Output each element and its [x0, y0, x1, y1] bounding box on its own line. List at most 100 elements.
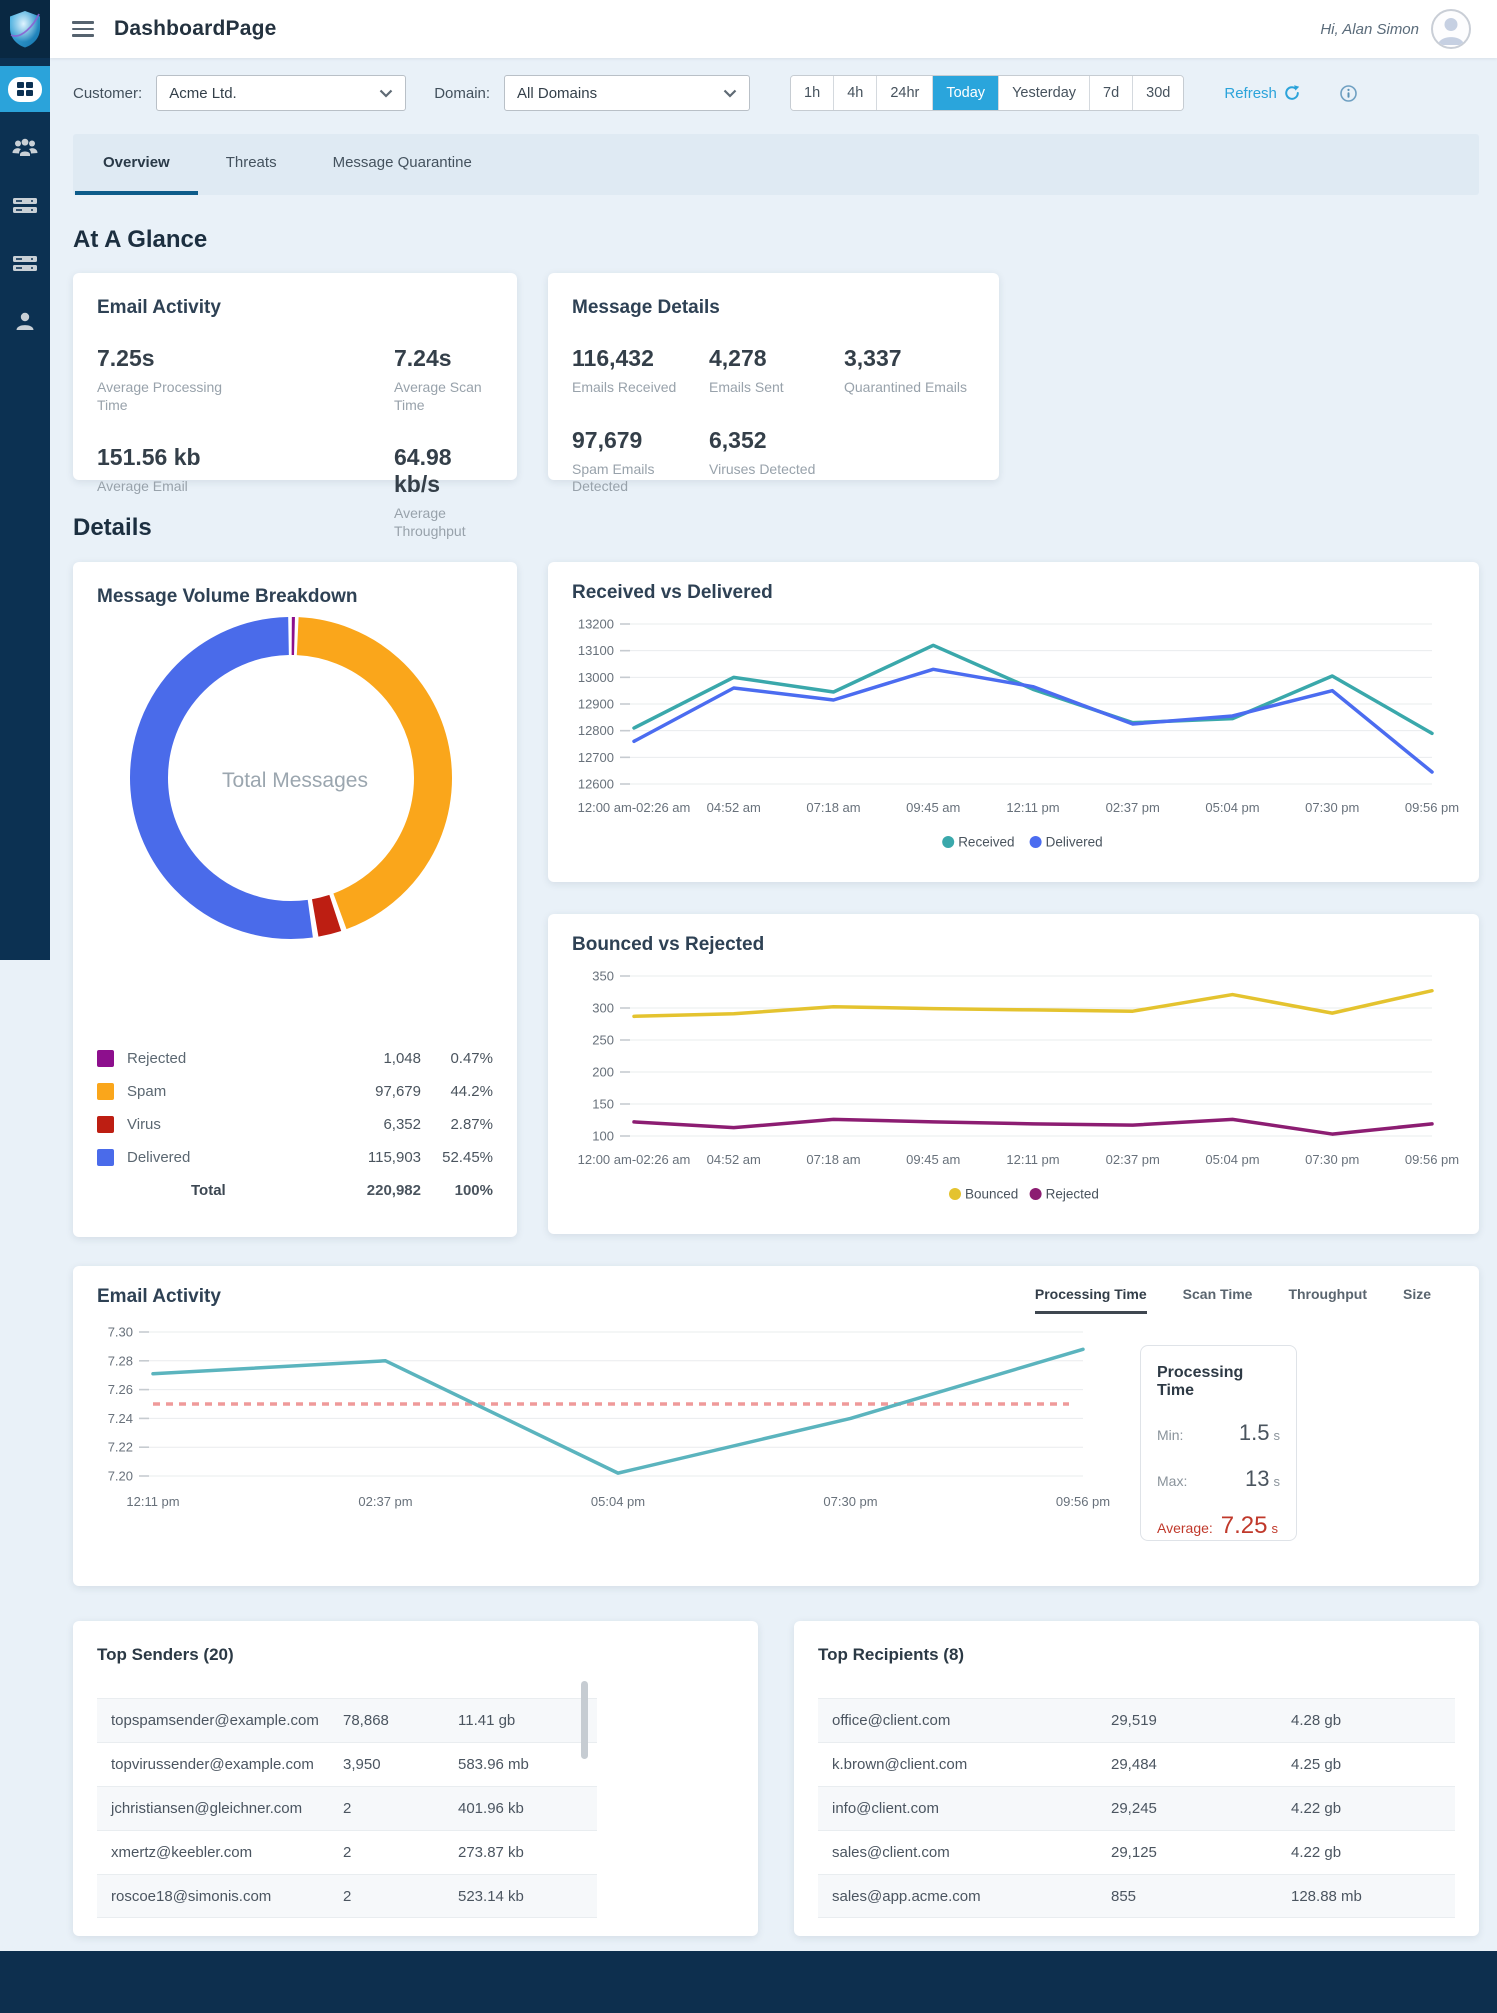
card-title: Message Details	[572, 297, 720, 318]
top-senders-table: topspamsender@example.com 78,868 11.41 gb …	[97, 1698, 597, 1918]
svg-text:Delivered: Delivered	[1046, 835, 1103, 850]
svg-text:12:00 am-02:26 am: 12:00 am-02:26 am	[578, 800, 691, 815]
range-24hr[interactable]: 24hr	[877, 76, 934, 110]
filter-bar: Customer: Acme Ltd. Domain: All Domains …	[73, 58, 1479, 128]
sidebar-item-data-two[interactable]	[0, 240, 50, 286]
svg-text:05:04 pm: 05:04 pm	[1205, 800, 1259, 815]
top-bar: DashboardPage Hi, Alan Simon	[50, 0, 1497, 58]
message-volume-card: Message Volume Breakdown Total Messages …	[73, 562, 517, 1237]
bounced-vs-rejected-card: Bounced vs Rejected 350 300 250 200 150 100 12…	[548, 914, 1479, 1234]
tab-message-quarantine[interactable]: Message Quarantine	[332, 154, 472, 171]
legend-row-rejected: Rejected 1,048 0.47%	[97, 1042, 493, 1075]
card-title: Top Recipients (8)	[818, 1645, 965, 1664]
legend-row-spam: Spam 97,679 44.2%	[97, 1075, 493, 1108]
footer-bar	[0, 1951, 1497, 2013]
top-senders-card: Top Senders (20) topspamsender@example.c…	[73, 1621, 758, 1936]
card-title: Bounced vs Rejected	[572, 934, 765, 955]
range-yesterday[interactable]: Yesterday	[999, 76, 1091, 110]
email-activity-chart-card: Email Activity Processing Time Scan Time…	[73, 1266, 1479, 1586]
user-greeting: Hi, Alan Simon	[1320, 20, 1419, 38]
table-row: sales@client.com 29,125 4.22 gb	[818, 1830, 1455, 1874]
range-1h[interactable]: 1h	[791, 76, 835, 110]
svg-text:350: 350	[592, 969, 614, 984]
customer-select[interactable]: Acme Ltd.	[156, 75, 407, 111]
refresh-button[interactable]: Refresh	[1224, 85, 1300, 102]
svg-text:Received: Received	[958, 835, 1014, 850]
processing-time-chart: 7.30 7.28 7.26 7.24 7.22 7.20 12:11 pm 02:37 pm…	[108, 1325, 1110, 1510]
domain-label: Domain:	[434, 84, 491, 102]
metric-avg-throughput: 64.98 kb/s Average Throughput	[394, 444, 466, 539]
svg-text:07:30 pm: 07:30 pm	[1305, 1152, 1359, 1167]
refresh-icon	[1285, 85, 1300, 100]
metric-spam-detected: 97,679 Spam Emails Detected	[572, 426, 655, 495]
domain-select[interactable]: All Domains	[504, 75, 751, 111]
range-7d[interactable]: 7d	[1090, 76, 1134, 110]
sidebar-item-account[interactable]	[0, 298, 50, 344]
shield-logo-icon	[10, 11, 40, 48]
user-account-icon	[16, 312, 34, 330]
svg-text:7.28: 7.28	[108, 1353, 133, 1368]
svg-text:05:04 pm: 05:04 pm	[1205, 1152, 1259, 1167]
tab-overview[interactable]: Overview	[75, 134, 198, 195]
hamburger-menu-icon[interactable]	[72, 17, 94, 41]
top-recipients-table: office@client.com 29,519 4.28 gb k.brown@c…	[818, 1698, 1455, 1918]
legend-row-virus: Virus 6,352 2.87%	[97, 1108, 493, 1141]
svg-text:12:11 pm: 12:11 pm	[1006, 800, 1059, 815]
sidebar-item-users[interactable]	[0, 124, 50, 170]
info-icon[interactable]	[1340, 84, 1357, 102]
dashboard-grid-icon	[8, 76, 42, 102]
svg-text:12900: 12900	[578, 697, 614, 712]
time-range-group: 1h 4h 24hr Today Yesterday 7d 30d	[790, 75, 1185, 111]
legend-row-total: Total 220,982 100%	[191, 1182, 493, 1199]
range-today[interactable]: Today	[933, 76, 1000, 110]
table-row: office@client.com 29,519 4.28 gb	[818, 1698, 1455, 1742]
svg-text:13100: 13100	[578, 643, 614, 658]
details-heading: Details	[73, 514, 152, 541]
svg-text:13000: 13000	[578, 670, 614, 685]
svg-text:12600: 12600	[578, 777, 614, 792]
sidebar	[0, 0, 50, 960]
top-recipients-card: Top Recipients (8) office@client.com 29,5…	[794, 1621, 1479, 1936]
received-vs-delivered-chart: 13200 13100 13000 12900 12800 12700 12600 12:00…	[578, 617, 1459, 850]
metric-emails-sent: 4,278 Emails Sent	[709, 345, 784, 395]
svg-text:200: 200	[592, 1065, 614, 1080]
app-logo[interactable]	[0, 0, 50, 58]
table-row: sales@app.acme.com 855 128.88 mb	[818, 1874, 1455, 1918]
svg-text:02:37 pm: 02:37 pm	[1106, 1152, 1160, 1167]
table-row: topspamsender@example.com 78,868 11.41 gb	[97, 1698, 597, 1742]
svg-text:07:18 am: 07:18 am	[806, 800, 860, 815]
svg-text:04:52 am: 04:52 am	[707, 1152, 761, 1167]
range-4h[interactable]: 4h	[834, 76, 878, 110]
glance-heading: At A Glance	[73, 226, 208, 253]
chevron-down-icon	[723, 89, 737, 98]
users-group-icon	[12, 138, 38, 156]
svg-text:250: 250	[592, 1033, 614, 1048]
svg-text:05:04 pm: 05:04 pm	[591, 1494, 645, 1509]
svg-text:100: 100	[592, 1129, 614, 1144]
range-30d[interactable]: 30d	[1133, 76, 1184, 110]
svg-text:12:11 pm: 12:11 pm	[126, 1494, 179, 1509]
table-row: info@client.com 29,245 4.22 gb	[818, 1786, 1455, 1830]
senders-scrollbar[interactable]	[581, 1681, 588, 1759]
tab-scan-time[interactable]: Scan Time	[1182, 1286, 1253, 1302]
svg-text:300: 300	[592, 1001, 614, 1016]
page-title: DashboardPage	[114, 17, 277, 40]
email-chart-tabs: Processing Time Scan Time Throughput Siz…	[1034, 1286, 1455, 1314]
data-list-icon	[13, 255, 37, 271]
metric-quarantined-emails: 3,337 Quarantined Emails	[844, 345, 967, 395]
tab-size[interactable]: Size	[1402, 1286, 1431, 1302]
table-row: topvirussender@example.com 3,950 583.96 mb	[97, 1742, 597, 1786]
sidebar-item-dashboard[interactable]	[0, 66, 50, 112]
sidebar-item-data-one[interactable]	[0, 182, 50, 228]
card-title: Message Volume Breakdown	[97, 586, 358, 607]
received-vs-delivered-card: Received vs Delivered 13200 13100 13000 129…	[548, 562, 1479, 882]
card-title: Received vs Delivered	[572, 582, 773, 603]
stat-average: Average: 7.25 s	[1157, 1512, 1278, 1539]
tab-threats[interactable]: Threats	[225, 154, 277, 171]
avatar[interactable]	[1431, 9, 1471, 49]
svg-text:7.22: 7.22	[108, 1440, 133, 1455]
table-row: k.brown@client.com 29,484 4.25 gb	[818, 1742, 1455, 1786]
stat-min: Min: 1.5 s	[1157, 1420, 1280, 1445]
tab-processing-time[interactable]: Processing Time	[1034, 1286, 1147, 1314]
tab-throughput[interactable]: Throughput	[1288, 1286, 1367, 1302]
